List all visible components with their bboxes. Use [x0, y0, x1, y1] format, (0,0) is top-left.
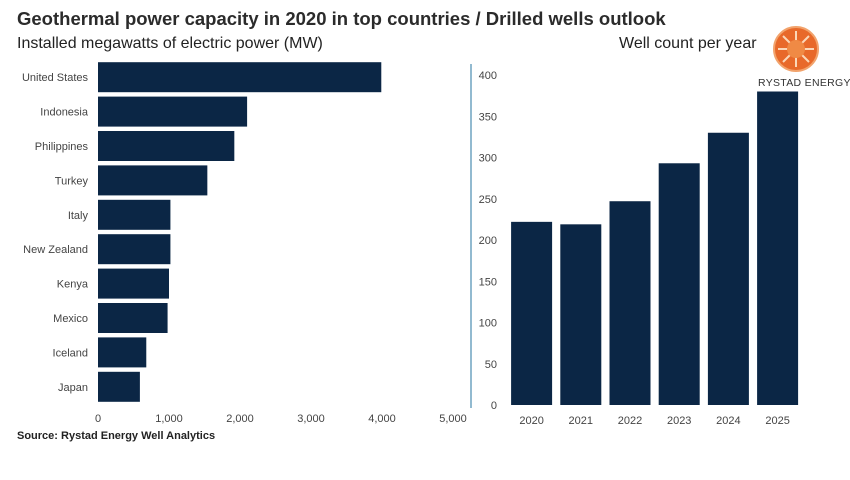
capacity-bar — [98, 303, 168, 333]
x-tick-label: 2022 — [618, 415, 642, 427]
wells-bar — [707, 132, 749, 405]
capacity-bar — [98, 337, 147, 368]
x-tick-label: 4,000 — [368, 413, 396, 425]
wells-bar — [511, 221, 553, 405]
y-tick-label: 50 — [485, 359, 497, 371]
y-tick-label: 200 — [479, 235, 497, 247]
x-tick-label: 2020 — [519, 415, 543, 427]
capacity-bar — [98, 268, 169, 299]
category-label: Indonesia — [40, 107, 89, 119]
brand-name: RYSTAD ENERGY — [758, 77, 850, 89]
capacity-bar — [98, 165, 208, 196]
category-label: Mexico — [53, 313, 88, 325]
wells-bar — [757, 91, 799, 405]
category-label: United States — [22, 72, 89, 84]
x-tick-label: 2021 — [569, 415, 593, 427]
capacity-bar — [98, 131, 235, 161]
x-tick-label: 3,000 — [297, 413, 325, 425]
category-label: Turkey — [55, 175, 89, 187]
category-label: Italy — [68, 210, 89, 222]
wells-bar — [560, 224, 602, 405]
right-chart-subtitle: Well count per year — [619, 35, 757, 52]
chart-title: Geothermal power capacity in 2020 in top… — [17, 8, 666, 29]
rystad-logo-icon — [756, 22, 830, 92]
category-label: Japan — [58, 382, 88, 394]
x-tick-label: 2025 — [765, 415, 789, 427]
capacity-bar-chart: United States Indonesia Philippines Turkey I… — [22, 62, 467, 425]
left-chart-subtitle: Installed megawatts of electric power (M… — [17, 35, 323, 52]
x-tick-label: 2023 — [667, 415, 691, 427]
x-tick-label: 2024 — [716, 415, 740, 427]
category-label: Philippines — [35, 141, 89, 153]
wells-bar — [609, 201, 651, 405]
x-tick-label: 1,000 — [155, 413, 183, 425]
capacity-bar — [98, 199, 171, 230]
wells-bar-chart: 0 50 100 150 200 250 300 350 400 2020 2021 2022 2023… — [479, 70, 799, 427]
capacity-bar — [98, 96, 248, 127]
wells-bar — [658, 163, 700, 405]
source-note: Source: Rystad Energy Well Analytics — [17, 430, 216, 442]
category-label: New Zealand — [23, 244, 88, 256]
capacity-bar — [98, 62, 382, 93]
y-tick-label: 100 — [479, 318, 497, 330]
capacity-bar — [98, 371, 140, 402]
category-label: Kenya — [57, 279, 89, 291]
x-tick-label: 0 — [95, 413, 101, 425]
y-tick-label: 400 — [479, 70, 497, 82]
x-tick-label: 2,000 — [226, 413, 254, 425]
y-tick-label: 150 — [479, 276, 497, 288]
y-tick-label: 350 — [479, 111, 497, 123]
x-tick-label: 5,000 — [439, 413, 467, 425]
y-tick-label: 250 — [479, 194, 497, 206]
y-tick-label: 300 — [479, 153, 497, 165]
capacity-bar — [98, 234, 171, 265]
category-label: Iceland — [53, 347, 88, 359]
y-tick-label: 0 — [491, 400, 497, 412]
